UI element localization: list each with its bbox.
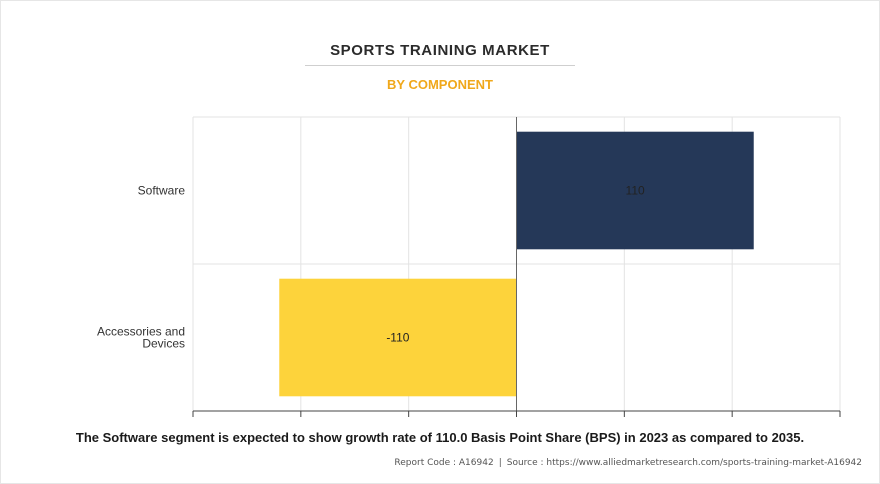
category-label-line: Accessories and xyxy=(97,325,185,339)
category-label-line: Software xyxy=(138,184,186,198)
data-label: 110 xyxy=(626,184,645,198)
chart-subtitle: BY COMPONENT xyxy=(387,77,493,92)
source-separator: | xyxy=(498,458,502,468)
data-label: -110 xyxy=(386,331,409,345)
bar-accessories-and-devices xyxy=(279,278,517,397)
chart-caption: The Software segment is expected to show… xyxy=(75,430,805,445)
category-label: Accessories and Devices xyxy=(97,325,185,351)
title-divider xyxy=(305,65,575,66)
category-label: Software xyxy=(138,184,186,198)
report-code: Report Code : A16942 xyxy=(394,458,494,468)
source-line: Report Code : A16942 | Source : https://ww… xyxy=(394,458,862,468)
source-url[interactable]: Source : https://www.alliedmarketresearc… xyxy=(506,458,862,468)
category-label-line: Devices xyxy=(142,337,185,351)
chart-title: SPORTS TRAINING MARKET xyxy=(330,42,550,59)
bar-software xyxy=(516,131,754,250)
